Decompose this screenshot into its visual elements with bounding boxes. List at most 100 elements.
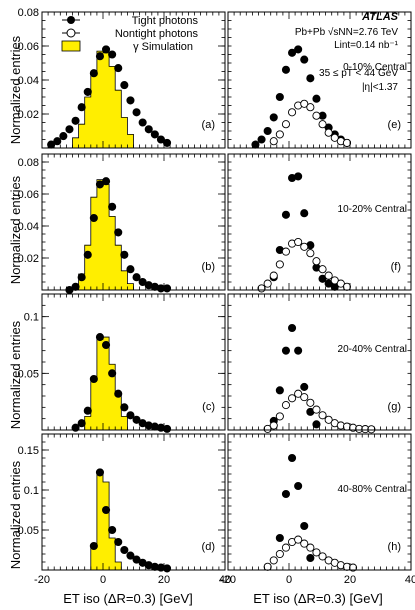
panel-label: (a) bbox=[202, 119, 215, 131]
tight-point bbox=[83, 87, 92, 96]
tight-point bbox=[89, 213, 98, 223]
tight-point bbox=[156, 135, 165, 144]
tight-point bbox=[294, 346, 303, 355]
atlas-label: ATLAS bbox=[361, 11, 399, 23]
tight-point bbox=[312, 94, 321, 103]
x-tick-label: 20 bbox=[344, 574, 356, 586]
tight-point bbox=[83, 406, 92, 415]
panels: 0.020.040.060.08(a) (e)0-10% Central0.020… bbox=[18, 7, 415, 586]
nontight-point bbox=[306, 398, 315, 407]
nontight-point bbox=[318, 120, 327, 129]
panel-label: (h) bbox=[388, 541, 401, 553]
tight-point bbox=[132, 108, 141, 117]
xlabel-left: ET iso (ΔR=0.3) [GeV] bbox=[63, 591, 192, 606]
panel-d: 0.05 0.1 0.15 (d) -20 0 20 40 bbox=[18, 433, 231, 586]
sim-histogram bbox=[78, 179, 134, 291]
tight-point bbox=[59, 132, 68, 141]
y-tick-label: 0.08 bbox=[18, 7, 39, 19]
tight-point bbox=[95, 180, 104, 189]
tight-point bbox=[251, 140, 260, 149]
collision-label: Pb+Pb √sNN=2.76 TeV bbox=[295, 26, 398, 38]
nontight-point bbox=[275, 130, 284, 139]
ylabel-row3: Normalized entries bbox=[8, 320, 23, 429]
panel-h: (h) 40-80% Central -20 0 20 40 bbox=[220, 433, 415, 586]
x-tick-label: 40 bbox=[405, 574, 415, 586]
tight-point bbox=[71, 282, 80, 291]
tight-point bbox=[89, 374, 98, 384]
y-tick-label: 0.04 bbox=[18, 75, 39, 87]
nontight-point bbox=[324, 128, 333, 137]
legend-tight-marker bbox=[67, 16, 75, 24]
nontight-point bbox=[263, 279, 272, 288]
legend-sim-label: γ Simulation bbox=[133, 41, 193, 53]
tight-point bbox=[102, 505, 111, 515]
centrality-label: 40-80% Central bbox=[338, 484, 407, 495]
tight-point bbox=[126, 265, 135, 274]
nontight-point bbox=[269, 556, 278, 565]
y-tick-label: 0.06 bbox=[18, 189, 39, 201]
x-tick-label: -20 bbox=[220, 574, 236, 586]
y-tick-label: 0.15 bbox=[18, 445, 39, 457]
tight-point bbox=[138, 277, 147, 287]
panel-label: (b) bbox=[202, 261, 215, 273]
nontight-point bbox=[294, 535, 303, 544]
nontight-point bbox=[312, 548, 321, 557]
tight-point bbox=[281, 489, 291, 499]
tight-point bbox=[281, 210, 291, 219]
ylabel-row2: Normalized entries bbox=[8, 175, 23, 284]
tight-point bbox=[114, 64, 123, 73]
x-tick-label: -20 bbox=[34, 574, 50, 586]
tight-point bbox=[269, 113, 278, 122]
tight-point bbox=[120, 81, 129, 90]
tight-point bbox=[108, 202, 117, 211]
panel-f: (f) 10-20% Central bbox=[227, 153, 412, 293]
tight-point bbox=[77, 419, 86, 428]
tight-point bbox=[162, 424, 172, 433]
nontight-point bbox=[281, 401, 291, 410]
tight-point bbox=[120, 403, 129, 412]
legend-sim-swatch bbox=[61, 40, 81, 52]
sim-histogram bbox=[84, 336, 128, 431]
y-tick-label: 0.02 bbox=[18, 253, 39, 265]
nontight-point bbox=[330, 133, 339, 142]
y-tick-label: 0.04 bbox=[18, 221, 39, 233]
tight-point bbox=[138, 118, 147, 127]
nontight-point bbox=[269, 137, 278, 146]
tight-point bbox=[89, 541, 98, 551]
centrality-label: 0-10% Central bbox=[343, 62, 407, 73]
tight-point bbox=[300, 382, 309, 391]
nontight-point bbox=[281, 543, 291, 552]
tight-point bbox=[95, 468, 104, 477]
tight-point bbox=[132, 555, 141, 564]
ylabel-row4: Normalized entries bbox=[8, 460, 23, 569]
nontight-point bbox=[269, 271, 278, 280]
nontight-point bbox=[275, 260, 284, 269]
x-tick-label: 0 bbox=[286, 574, 292, 586]
tight-point bbox=[114, 228, 123, 237]
panel-label: (g) bbox=[388, 401, 401, 413]
tight-point bbox=[108, 50, 117, 59]
nontight-point bbox=[306, 249, 315, 258]
tight-point bbox=[132, 273, 141, 282]
tight-point bbox=[102, 177, 111, 186]
legend-nontight-label: Nontight photons bbox=[115, 28, 199, 40]
tight-point bbox=[102, 45, 111, 54]
panel-g: (g) 20-40% Central bbox=[227, 293, 412, 434]
tight-point bbox=[287, 453, 297, 463]
tight-point bbox=[144, 125, 153, 134]
nontight-point bbox=[330, 276, 339, 285]
tight-point bbox=[263, 126, 272, 136]
y-tick-label: 0.1 bbox=[24, 485, 39, 497]
nontight-point bbox=[318, 265, 327, 274]
tight-point bbox=[162, 564, 172, 573]
nontight-point bbox=[324, 415, 333, 424]
tight-point bbox=[102, 340, 111, 350]
panel-frame bbox=[41, 293, 226, 431]
nontight-point bbox=[281, 120, 291, 129]
tight-point bbox=[77, 103, 86, 112]
nontight-point bbox=[281, 247, 291, 256]
tight-point bbox=[300, 521, 309, 531]
panel-b: 0.02 0.04 0.06 0.08 (b) bbox=[18, 153, 226, 295]
tight-point bbox=[120, 250, 129, 259]
